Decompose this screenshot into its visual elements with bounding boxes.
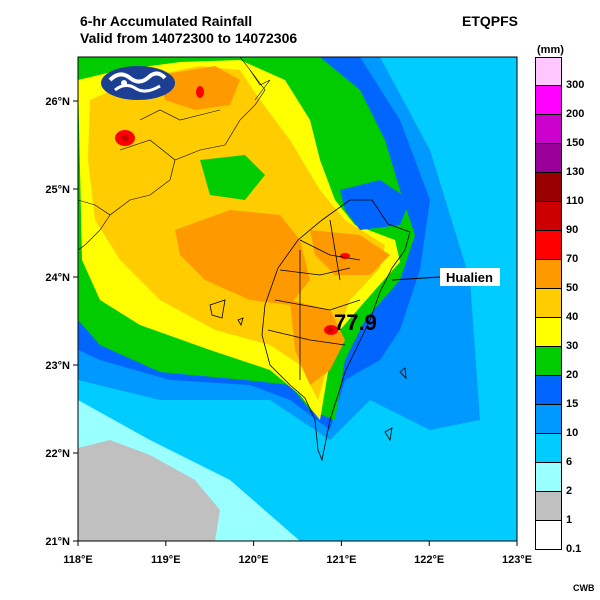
legend-label: 10 [566, 427, 579, 439]
legend-label: 6 [566, 456, 573, 468]
legend-label: 130 [566, 166, 585, 178]
legend-swatch: 10 [535, 405, 578, 439]
mainland-borders [77, 56, 271, 251]
map-title: 6-hr Accumulated Rainfall Valid from 140… [80, 13, 297, 47]
hualien-pointer-line [391, 276, 441, 281]
color-legend: 300 200 150 130 110 90 70 50 40 30 20 15 10 6 2 1 0.1 [535, 57, 584, 555]
lat-tick-label: 26°N [45, 96, 70, 108]
lat-tick-label: 23°N [45, 360, 70, 372]
legend-label: 30 [566, 340, 579, 352]
data-credit: CWB [573, 583, 595, 593]
legend-label: 300 [566, 79, 585, 91]
legend-label: 110 [566, 195, 584, 207]
title-line-1: 6-hr Accumulated Rainfall [80, 13, 253, 29]
max-rainfall-value: 77.9 [334, 310, 377, 335]
lon-tick-label: 122°E [414, 554, 444, 566]
legend-label: 40 [566, 311, 579, 323]
legend-label: 20 [566, 369, 579, 381]
legend-unit: (mm) [537, 44, 564, 56]
legend-swatch: 200 [535, 86, 584, 120]
legend-swatch: 20 [535, 347, 578, 381]
cwb-logo-icon [101, 66, 175, 100]
legend-swatch: 15 [535, 376, 578, 410]
title-line-2: Valid from 14072300 to 14072306 [80, 30, 298, 46]
lat-tick-label: 24°N [45, 272, 70, 284]
lat-tick-label: 22°N [45, 448, 70, 460]
legend-label: 70 [566, 253, 579, 265]
legend-label: 0.1 [566, 543, 582, 555]
legend-swatch: 2 [535, 463, 572, 497]
hualien-label: Hualien [446, 270, 493, 285]
legend-swatch: 1 [535, 492, 572, 526]
legend-swatch: 0.1 [535, 521, 581, 555]
legend-swatch: 50 [535, 260, 578, 294]
legend-swatch: 300 [535, 57, 584, 91]
lon-tick-label: 118°E [63, 554, 92, 566]
map-frame [77, 56, 518, 542]
legend-label: 150 [566, 137, 585, 149]
lon-tick-label: 121°E [326, 554, 356, 566]
legend-swatch: 40 [535, 289, 578, 323]
latitude-axis: 21°N 22°N 23°N 24°N 25°N 26°N [45, 96, 78, 548]
longitude-axis: 118°E 119°E 120°E 121°E 122°E 123°E [63, 541, 532, 566]
coastline [209, 199, 411, 462]
lon-tick-label: 123°E [502, 554, 532, 566]
legend-label: 2 [566, 485, 573, 497]
legend-label: 90 [566, 224, 579, 236]
legend-label: 50 [566, 282, 579, 294]
lat-tick-label: 21°N [45, 536, 70, 548]
hualien-annotation: Hualien [391, 268, 500, 286]
product-name: ETQPFS [462, 13, 519, 29]
legend-swatch: 150 [535, 115, 584, 149]
lat-tick-label: 25°N [45, 184, 70, 196]
legend-label: 200 [566, 108, 585, 120]
legend-swatch: 30 [535, 318, 578, 352]
legend-swatch: 90 [535, 202, 578, 236]
legend-label: 1 [566, 514, 573, 526]
legend-swatch: 110 [535, 173, 584, 207]
rainfall-field [78, 57, 517, 541]
lon-tick-label: 119°E [151, 554, 180, 566]
legend-swatch: 70 [535, 231, 578, 265]
lon-tick-label: 120°E [239, 554, 269, 566]
legend-swatch: 130 [535, 144, 584, 178]
legend-swatch: 6 [535, 434, 572, 468]
hualien-label-box [440, 268, 500, 286]
legend-label: 15 [566, 398, 579, 410]
